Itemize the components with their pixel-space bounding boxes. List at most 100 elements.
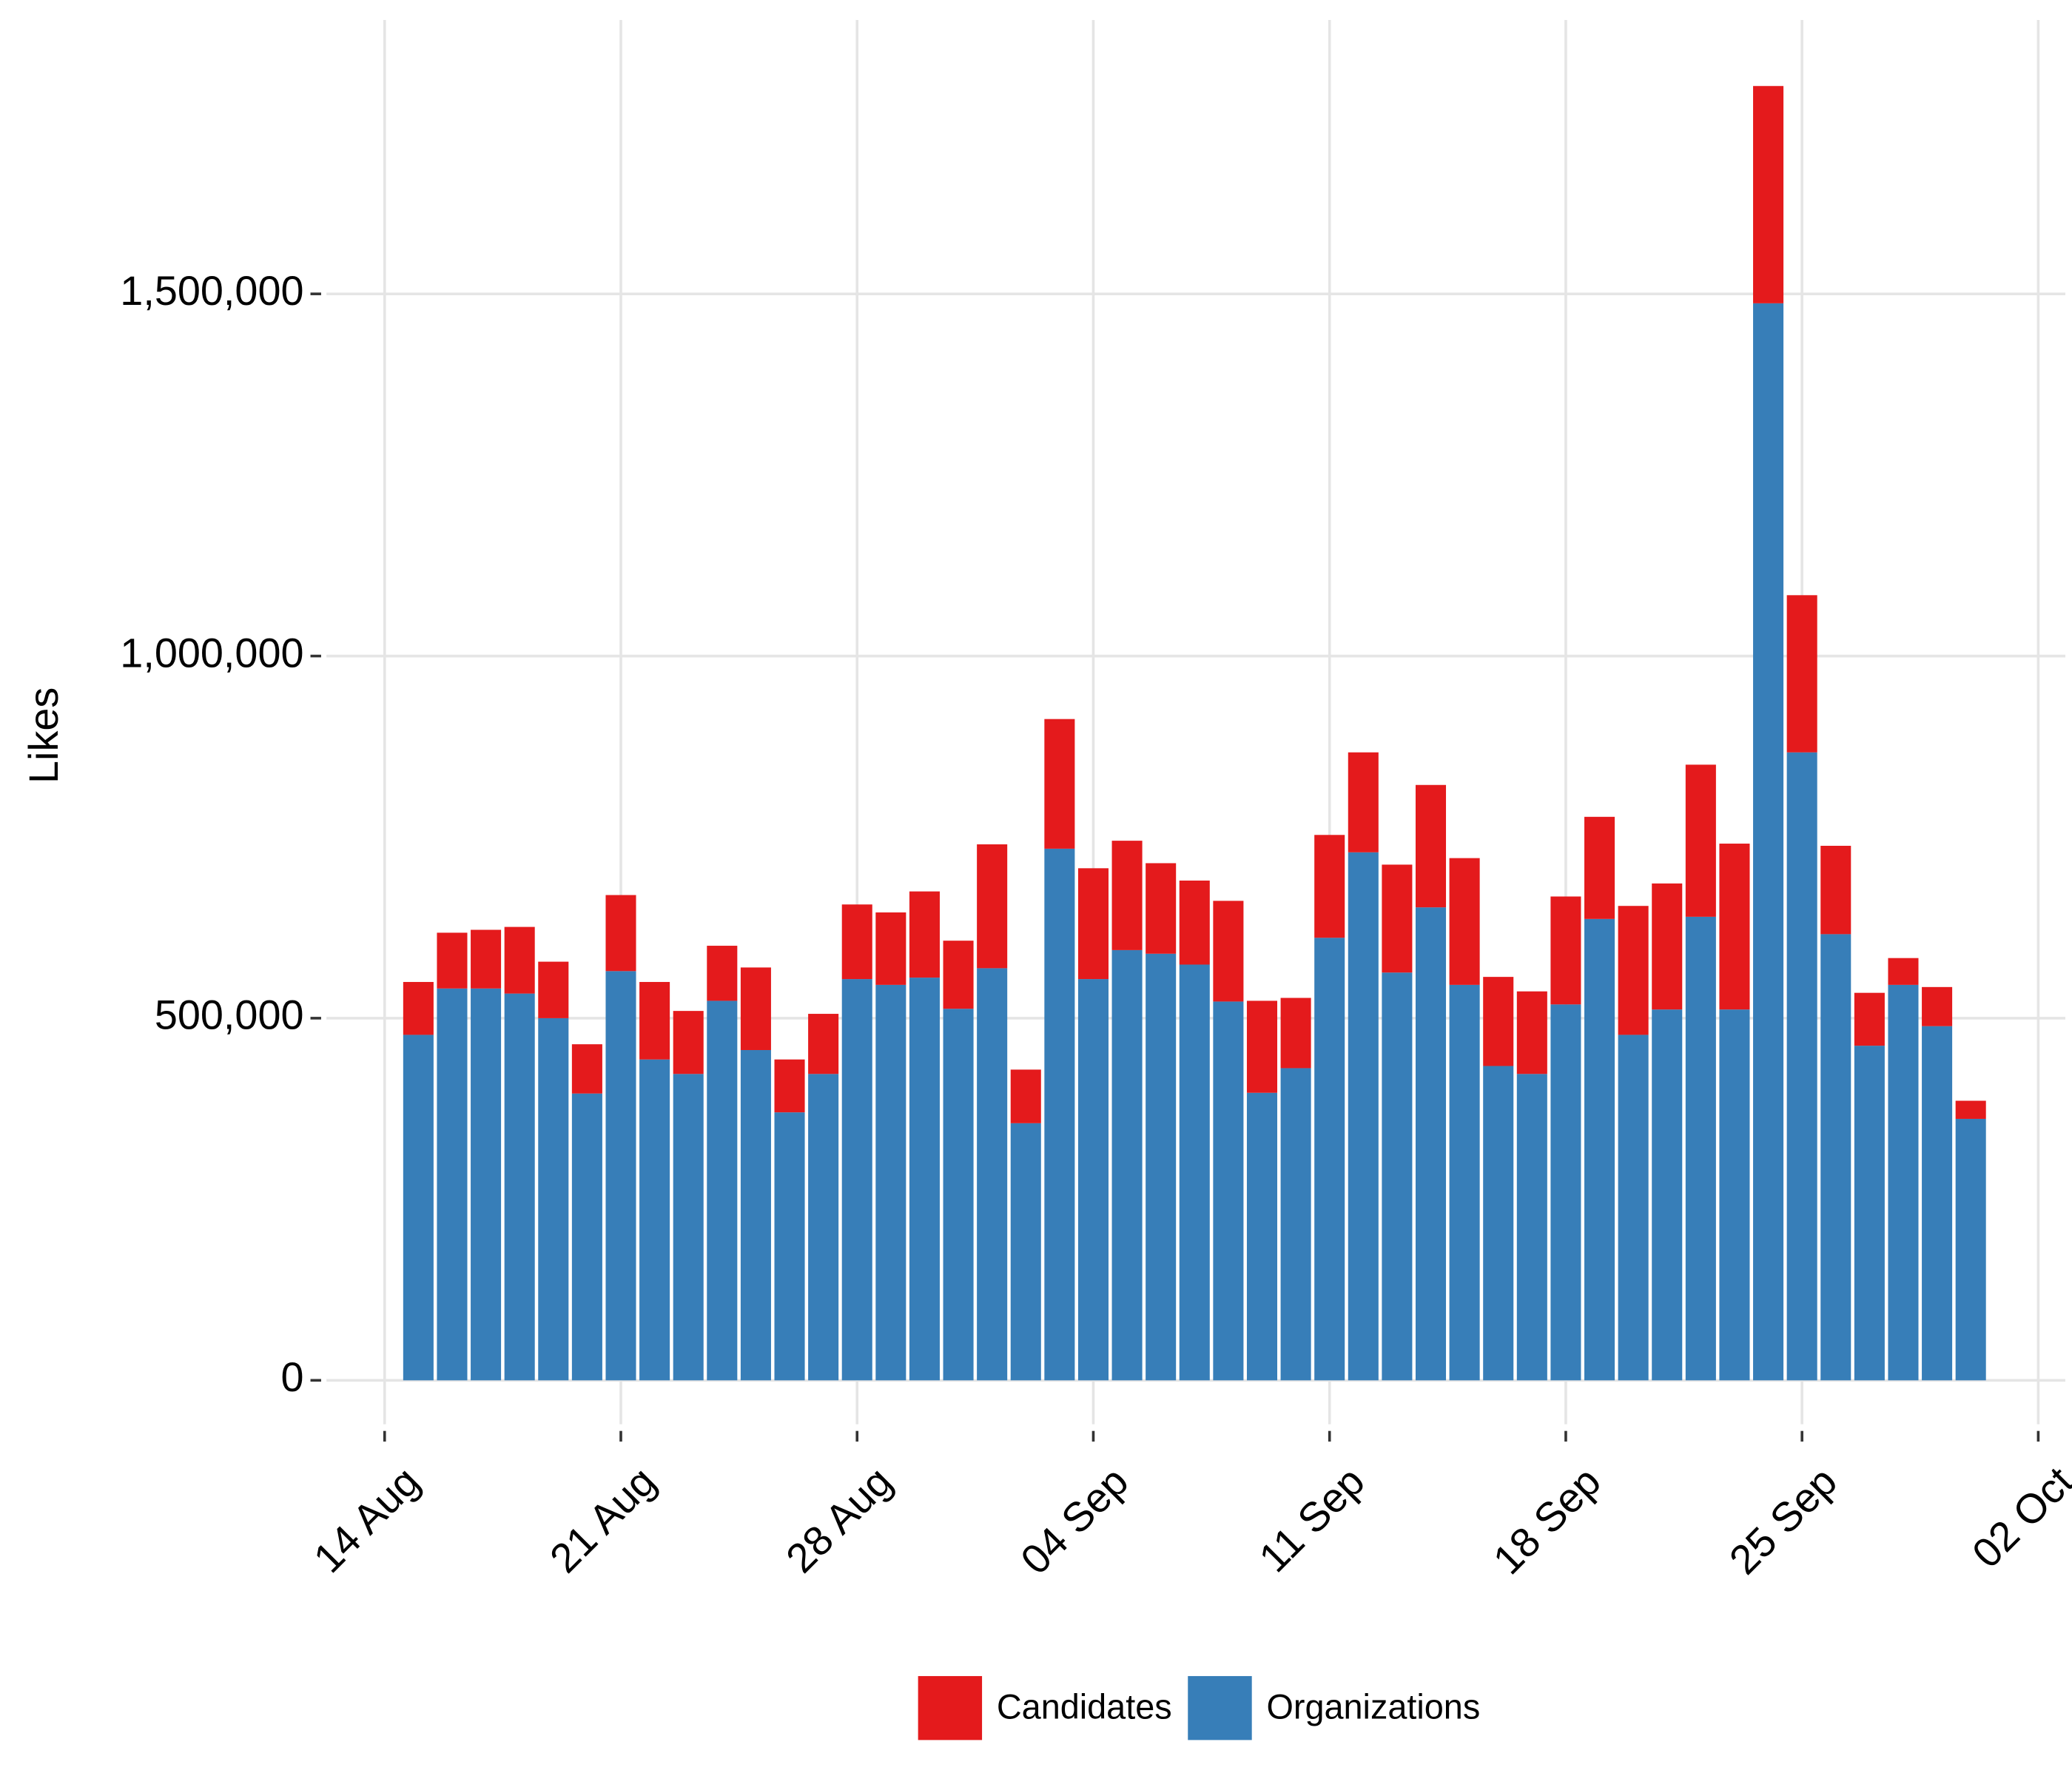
bar-segment xyxy=(673,1011,704,1074)
bar-segment xyxy=(1618,906,1649,1035)
bar-segment xyxy=(1348,852,1379,1381)
bar-segment xyxy=(875,912,906,985)
bar-segment xyxy=(1348,752,1379,852)
bar-segment xyxy=(1786,752,1817,1381)
bar-segment xyxy=(1449,984,1480,1381)
bar-segment xyxy=(639,981,670,1060)
bar-segment xyxy=(1786,595,1817,753)
bar-segment xyxy=(1111,949,1143,1381)
bar-segment xyxy=(1888,958,1919,985)
bar-segment xyxy=(1820,934,1851,1381)
bar-segment xyxy=(1955,1100,1986,1119)
bar-segment xyxy=(605,895,636,972)
bar-segment xyxy=(707,946,738,1001)
bar-segment xyxy=(1516,991,1547,1074)
bar-segment xyxy=(740,1049,771,1381)
bar-segment xyxy=(538,1018,569,1381)
bar-segment xyxy=(1550,896,1581,1005)
bar-segment xyxy=(1146,863,1177,954)
bar-segment xyxy=(1415,784,1447,908)
legend-label: Organizations xyxy=(1266,1687,1480,1726)
bar-segment xyxy=(1618,1035,1649,1381)
bar-segment xyxy=(1854,1046,1885,1381)
bar-segment xyxy=(1584,816,1615,919)
bar-segment xyxy=(471,929,502,989)
bar-segment xyxy=(1753,303,1784,1381)
bar-segment xyxy=(1652,883,1683,1010)
bar-segment xyxy=(639,1059,670,1381)
bar-segment xyxy=(808,1014,839,1074)
bar-segment xyxy=(538,961,569,1018)
bar-segment xyxy=(1280,1068,1311,1381)
bar-segment xyxy=(504,926,535,994)
bar-segment xyxy=(841,904,872,980)
bar-segment xyxy=(774,1059,805,1113)
bars xyxy=(403,86,1986,1381)
bar-segment xyxy=(1213,901,1244,1002)
bar-segment xyxy=(1854,992,1885,1046)
bar-segment xyxy=(1314,835,1345,938)
bar-segment xyxy=(403,1035,434,1381)
bar-segment xyxy=(1652,1009,1683,1381)
bar-segment xyxy=(437,988,468,1381)
bar-segment xyxy=(1483,977,1514,1066)
bar-segment xyxy=(605,971,636,1381)
bar-segment xyxy=(1179,880,1210,965)
bar-segment xyxy=(1516,1074,1547,1381)
legend-swatch xyxy=(918,1675,983,1740)
bar-segment xyxy=(1820,845,1851,935)
bar-segment xyxy=(1010,1069,1041,1123)
bar-segment xyxy=(774,1112,805,1381)
bar-segment xyxy=(1685,916,1716,1381)
bar-segment xyxy=(1246,1092,1278,1381)
bar-segment xyxy=(1382,972,1413,1381)
y-tick-label: 1,500,000 xyxy=(120,267,303,314)
bar-segment xyxy=(1077,979,1109,1381)
bar-segment xyxy=(909,891,940,978)
bar-segment xyxy=(403,981,434,1035)
bar-segment xyxy=(1415,907,1447,1381)
bar-segment xyxy=(1382,864,1413,973)
bar-segment xyxy=(1888,984,1919,1381)
bar-segment xyxy=(1314,938,1345,1381)
bar-segment xyxy=(673,1074,704,1381)
bar-segment xyxy=(437,932,468,989)
bar-segment xyxy=(808,1074,839,1381)
bar-segment xyxy=(504,993,535,1381)
bar-segment xyxy=(1584,918,1615,1381)
bar-segment xyxy=(1213,1001,1244,1381)
bar-segment xyxy=(1010,1123,1041,1381)
legend: Candidates Organizations xyxy=(918,1675,1480,1740)
bar-segment xyxy=(1955,1118,1986,1381)
bar-segment xyxy=(841,979,872,1381)
bar-segment xyxy=(943,1009,974,1381)
bar-segment xyxy=(1146,953,1177,1381)
bar-segment xyxy=(471,988,502,1381)
bar-segment xyxy=(1179,964,1210,1381)
bar-segment xyxy=(1483,1066,1514,1381)
bar-segment xyxy=(943,941,974,1009)
bar-segment xyxy=(1246,1000,1278,1093)
bar-segment xyxy=(707,1000,738,1381)
y-tick-label: 1,000,000 xyxy=(120,629,303,676)
bar-segment xyxy=(1280,998,1311,1069)
bar-segment xyxy=(977,968,1008,1381)
bar-segment xyxy=(571,1044,602,1094)
bar-segment xyxy=(1044,848,1075,1381)
bar-segment xyxy=(1719,844,1750,1010)
bar-segment xyxy=(875,984,906,1381)
bar-segment xyxy=(1077,868,1109,980)
bar-segment xyxy=(740,967,771,1050)
legend-label: Candidates xyxy=(997,1687,1172,1726)
bar-segment xyxy=(1044,719,1075,849)
y-tick-label: 0 xyxy=(280,1353,303,1400)
bar-segment xyxy=(977,844,1008,969)
bar-segment xyxy=(1111,841,1143,950)
legend-swatch xyxy=(1188,1675,1252,1740)
bar-segment xyxy=(1719,1009,1750,1381)
bar-segment xyxy=(1922,986,1953,1026)
bar-segment xyxy=(1685,764,1716,917)
bar-segment xyxy=(1550,1004,1581,1381)
